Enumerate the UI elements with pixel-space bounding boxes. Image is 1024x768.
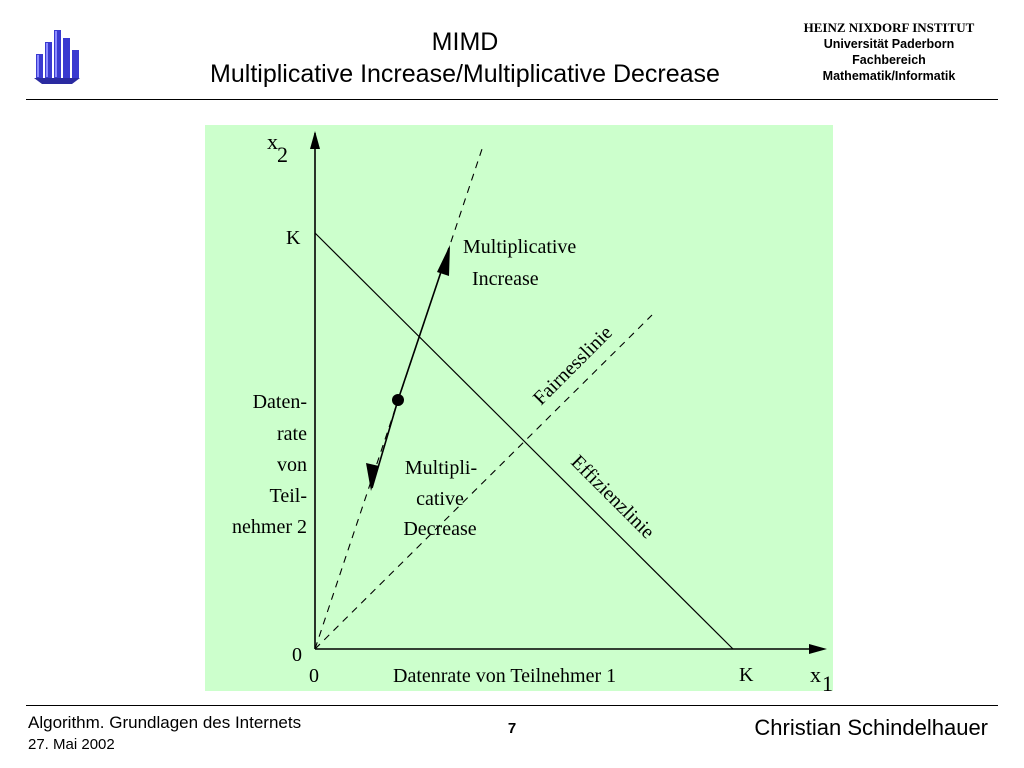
institute-department: Fachbereich bbox=[852, 53, 926, 67]
y-caption-line: Teil- bbox=[270, 485, 307, 507]
fairness-line bbox=[314, 314, 653, 650]
footer-divider bbox=[26, 705, 998, 706]
y-axis-caption: Daten- rate von Teil- nehmer 2 bbox=[232, 391, 307, 538]
operating-point bbox=[392, 394, 404, 406]
footer-info: Algorithm. Grundlagen des Internets 27. … bbox=[28, 712, 301, 756]
y-caption-line: Daten- bbox=[253, 391, 307, 413]
title-line-1: MIMD bbox=[431, 28, 499, 56]
title-line-2: Multiplicative Increase/Multiplicative D… bbox=[210, 60, 720, 88]
increase-label-line: Multiplicative bbox=[463, 236, 576, 258]
y-axis-label: x bbox=[267, 129, 278, 154]
efficiency-line bbox=[314, 232, 734, 650]
mimd-diagram: x 2 x 1 K K 0 0 Datenrate von Teilnehmer… bbox=[205, 125, 833, 691]
university-logo-icon bbox=[34, 30, 80, 84]
x-axis-arrow-icon bbox=[809, 644, 827, 654]
diagram-background bbox=[205, 125, 833, 691]
institute-university: Universität Paderborn bbox=[823, 37, 955, 51]
slide-title: MIMD Multiplicative Increase/Multiplicat… bbox=[150, 26, 780, 90]
footer-date: 27. Mai 2002 bbox=[28, 736, 115, 753]
header-divider bbox=[26, 99, 998, 100]
y-caption-line: rate bbox=[277, 423, 307, 445]
decrease-label-line: Decrease bbox=[403, 518, 476, 540]
origin-y-label: 0 bbox=[292, 644, 302, 666]
x-axis-subscript: 1 bbox=[822, 671, 833, 691]
y-axis-subscript: 2 bbox=[277, 142, 288, 167]
y-axis-arrow-icon bbox=[310, 131, 320, 149]
k-x-label: K bbox=[739, 664, 754, 686]
institute-faculty: Mathematik/Informatik bbox=[822, 69, 956, 83]
institute-block: HEINZ NIXDORF INSTITUT Universität Pader… bbox=[780, 20, 998, 84]
increase-label-line: Increase bbox=[472, 268, 539, 290]
decrease-arrowhead-icon bbox=[366, 463, 379, 491]
decrease-label-line: Multipli- bbox=[405, 457, 477, 479]
y-caption-line: nehmer 2 bbox=[232, 516, 307, 538]
page-number: 7 bbox=[507, 720, 517, 737]
x-axis-label: x bbox=[810, 662, 821, 687]
decrease-label-line: cative bbox=[416, 488, 464, 510]
footer-course: Algorithm. Grundlagen des Internets bbox=[28, 713, 302, 732]
x-axis-caption: Datenrate von Teilnehmer 1 bbox=[393, 665, 616, 687]
institute-name: HEINZ NIXDORF INSTITUT bbox=[803, 20, 975, 35]
increase-label: Multiplicative Increase bbox=[463, 236, 576, 290]
decrease-label: Multipli- cative Decrease bbox=[403, 457, 477, 540]
footer-author: Christian Schindelhauer bbox=[754, 715, 988, 740]
increase-arrowhead-icon bbox=[437, 245, 450, 276]
increase-arrow bbox=[397, 247, 450, 401]
y-caption-line: von bbox=[277, 454, 307, 476]
k-y-label: K bbox=[286, 227, 301, 249]
origin-x-label: 0 bbox=[309, 665, 319, 687]
